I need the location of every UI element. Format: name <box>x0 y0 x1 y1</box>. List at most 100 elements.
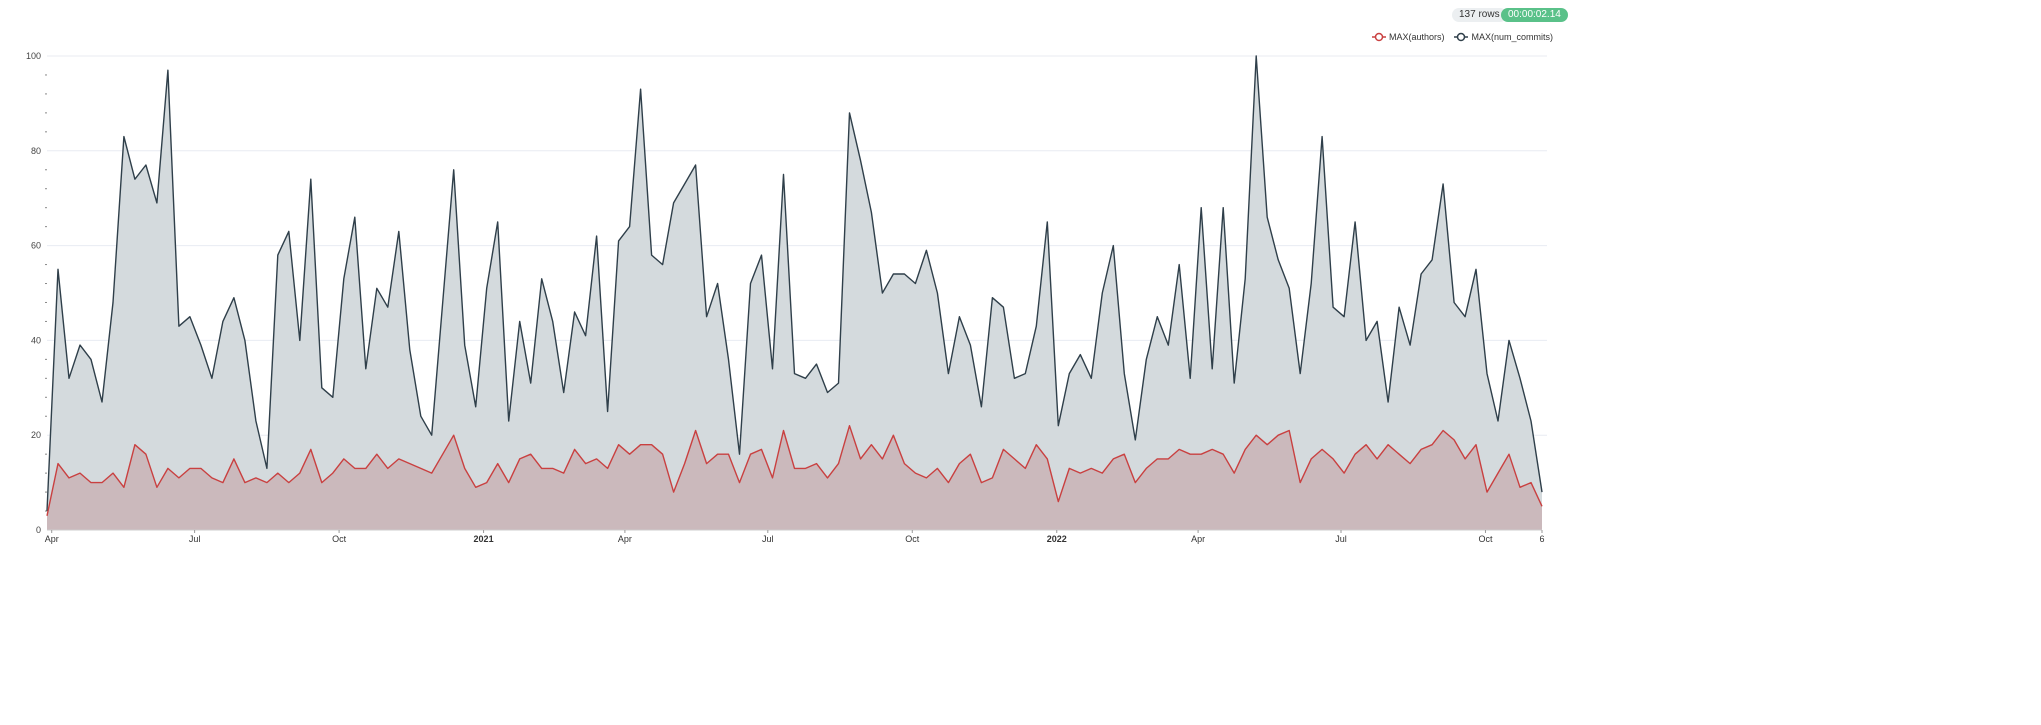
data-point-num-commits <box>1209 366 1215 372</box>
data-point-authors <box>99 480 105 486</box>
data-point-authors <box>682 461 688 467</box>
data-point-authors <box>1011 456 1017 462</box>
x-tick-label: 6 <box>1539 534 1544 544</box>
data-point-authors <box>319 480 325 486</box>
legend-marker-authors-icon <box>1371 32 1386 42</box>
data-point-num-commits <box>792 371 798 377</box>
data-point-num-commits <box>1418 271 1424 277</box>
data-point-num-commits <box>616 238 622 244</box>
data-point-num-commits <box>275 252 281 258</box>
data-point-num-commits <box>1176 262 1182 268</box>
data-point-num-commits <box>1440 181 1446 187</box>
data-point-authors <box>1506 451 1512 457</box>
data-point-num-commits <box>143 162 149 168</box>
data-point-authors <box>1110 456 1116 462</box>
data-point-num-commits <box>1154 314 1160 320</box>
x-tick-label: Oct <box>1478 534 1493 544</box>
data-point-authors <box>198 465 204 471</box>
data-point-authors <box>1099 470 1105 476</box>
data-point-num-commits <box>737 451 743 457</box>
data-point-authors <box>967 451 973 457</box>
data-point-authors <box>286 480 292 486</box>
data-point-authors <box>1319 446 1325 452</box>
legend-label-authors: MAX(authors) <box>1388 32 1445 42</box>
data-point-num-commits <box>1077 352 1083 358</box>
data-point-num-commits <box>802 375 808 381</box>
data-point-authors <box>594 456 600 462</box>
data-point-authors <box>374 451 380 457</box>
data-point-authors <box>495 461 501 467</box>
data-point-authors <box>88 480 94 486</box>
data-point-num-commits <box>671 200 677 206</box>
data-point-num-commits <box>923 247 929 253</box>
data-point-authors <box>726 451 732 457</box>
data-point-num-commits <box>363 366 369 372</box>
data-point-num-commits <box>88 356 94 362</box>
data-point-num-commits <box>704 314 710 320</box>
data-point-num-commits <box>1352 219 1358 225</box>
data-point-authors <box>824 475 830 481</box>
data-point-num-commits <box>726 356 732 362</box>
legend-label-num-commits: MAX(num_commits) <box>1471 32 1553 42</box>
data-point-num-commits <box>857 157 863 163</box>
legend-item-authors[interactable]: MAX(authors) <box>1371 32 1445 42</box>
data-point-authors <box>572 446 578 452</box>
data-point-authors <box>242 480 248 486</box>
data-point-authors <box>550 465 556 471</box>
data-point-num-commits <box>1462 314 1468 320</box>
data-point-num-commits <box>1517 375 1523 381</box>
data-point-num-commits <box>66 375 72 381</box>
data-point-authors <box>132 442 138 448</box>
data-point-num-commits <box>154 200 160 206</box>
data-point-num-commits <box>418 413 424 419</box>
x-tick-label: Apr <box>45 534 59 544</box>
data-point-num-commits <box>1000 304 1006 310</box>
data-point-num-commits <box>1396 304 1402 310</box>
data-point-authors <box>517 456 523 462</box>
legend-item-num-commits[interactable]: MAX(num_commits) <box>1454 32 1553 42</box>
data-point-authors <box>616 442 622 448</box>
data-point-authors <box>934 465 940 471</box>
data-point-num-commits <box>396 228 402 234</box>
data-point-authors <box>1055 499 1061 505</box>
data-point-num-commits <box>627 224 633 230</box>
data-point-authors <box>605 465 611 471</box>
data-point-authors <box>407 461 413 467</box>
data-point-authors <box>748 451 754 457</box>
data-point-authors <box>539 465 545 471</box>
data-point-authors <box>1286 427 1292 433</box>
data-point-num-commits <box>374 285 380 291</box>
data-point-authors <box>253 475 259 481</box>
y-tick-label: 100 <box>26 51 41 61</box>
data-point-authors <box>846 423 852 429</box>
data-point-num-commits <box>868 209 874 215</box>
data-point-num-commits <box>846 110 852 116</box>
data-point-authors <box>1418 446 1424 452</box>
data-point-num-commits <box>1044 219 1050 225</box>
data-point-authors <box>154 484 160 490</box>
data-point-num-commits <box>1286 285 1292 291</box>
data-point-authors <box>440 451 446 457</box>
data-point-num-commits <box>539 276 545 282</box>
x-tick-label: Oct <box>905 534 920 544</box>
x-tick-label: Oct <box>332 534 347 544</box>
data-point-num-commits <box>99 399 105 405</box>
data-point-num-commits <box>165 67 171 73</box>
data-point-num-commits <box>561 390 567 396</box>
data-point-authors <box>638 442 644 448</box>
data-point-num-commits <box>1011 375 1017 381</box>
data-point-num-commits <box>132 176 138 182</box>
data-point-num-commits <box>517 318 523 324</box>
data-point-authors <box>1044 456 1050 462</box>
data-point-authors <box>671 489 677 495</box>
data-point-num-commits <box>715 281 721 287</box>
data-point-authors <box>209 475 215 481</box>
data-point-authors <box>418 465 424 471</box>
data-point-authors <box>176 475 182 481</box>
data-point-num-commits <box>1088 375 1094 381</box>
data-point-authors <box>1385 442 1391 448</box>
data-point-authors <box>901 461 907 467</box>
data-point-num-commits <box>945 371 951 377</box>
data-point-authors <box>1484 489 1490 495</box>
data-point-authors <box>1022 465 1028 471</box>
